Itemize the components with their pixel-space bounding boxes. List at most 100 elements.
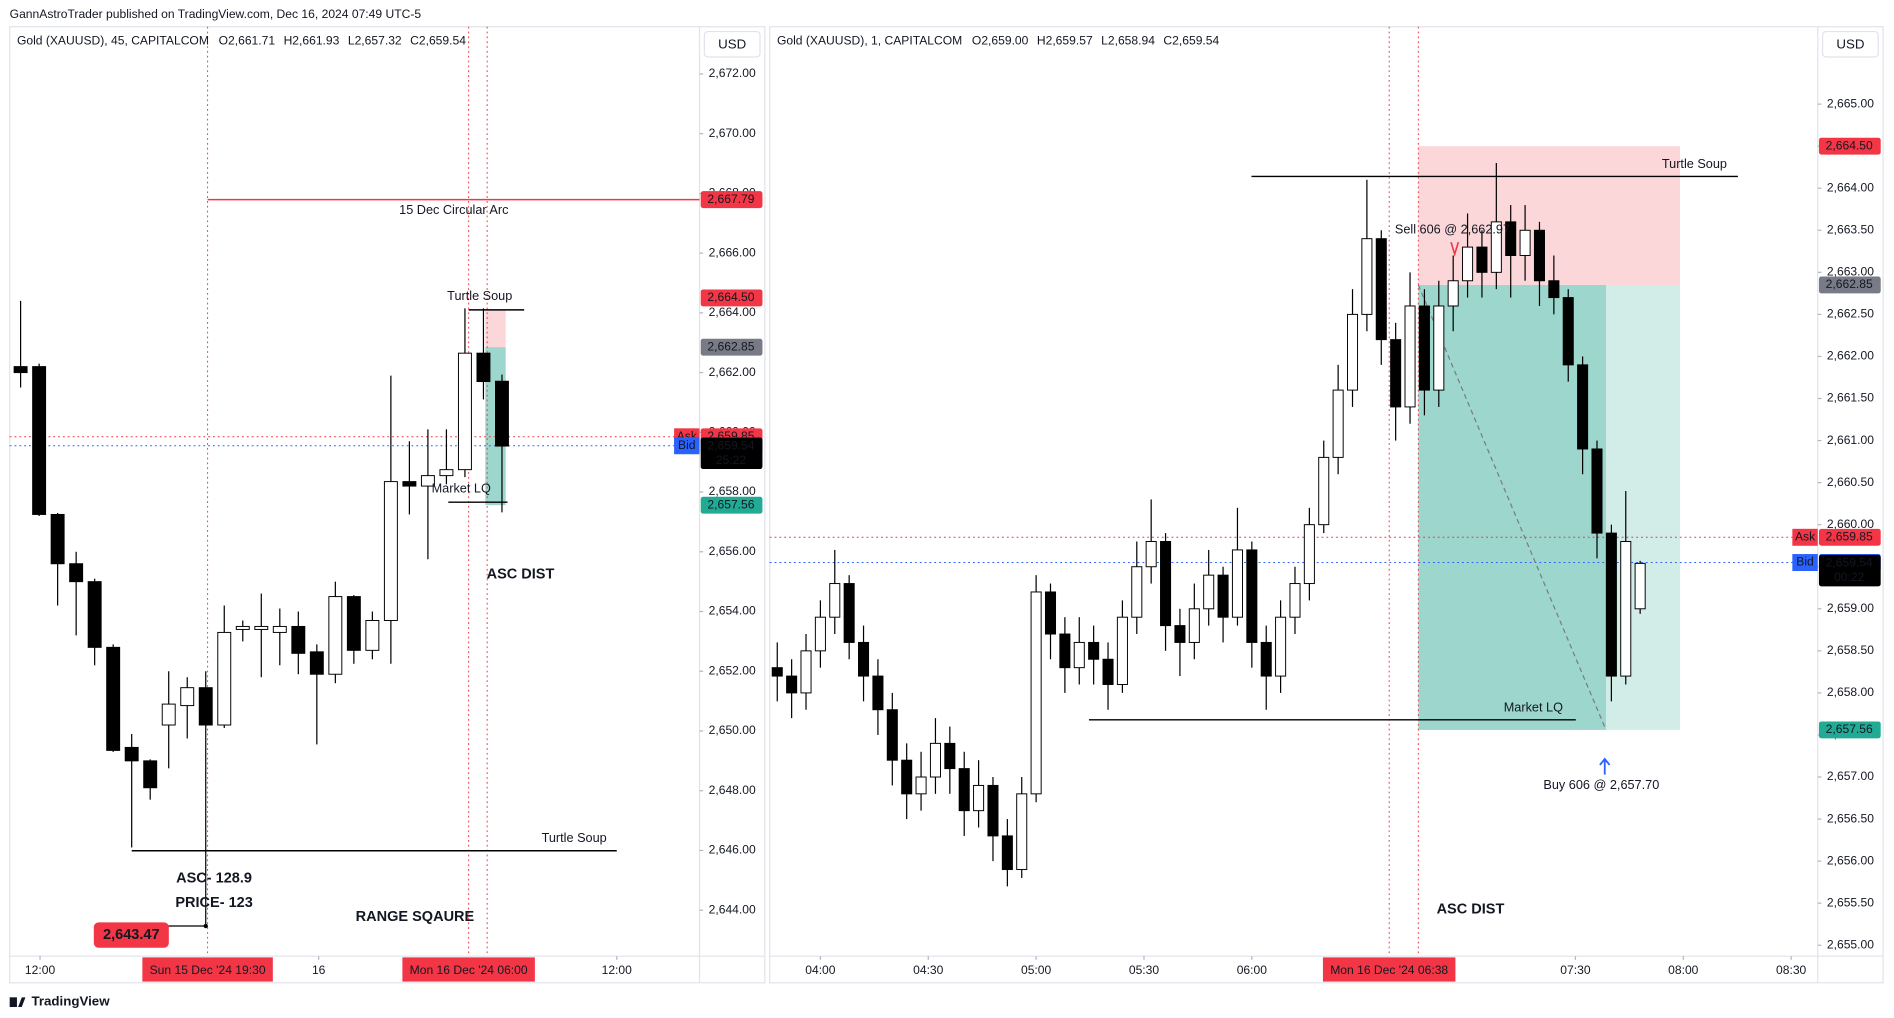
candle-body xyxy=(383,481,398,621)
price-tag-label: 2,657.56 xyxy=(707,497,754,511)
quote-prefix-box xyxy=(1792,528,1818,546)
y-tick-label: 2,658.00 xyxy=(709,484,756,498)
price-tag-label: 2,667.79 xyxy=(707,192,754,206)
y-tick-label: 2,656.50 xyxy=(1827,811,1874,825)
candle-body xyxy=(1375,238,1387,341)
candle-body xyxy=(402,481,417,487)
candle-body xyxy=(13,366,28,374)
y-tick-label: 2,662.50 xyxy=(1827,307,1874,321)
ohlc-value: C2,659.54 xyxy=(1163,33,1219,47)
candle-body xyxy=(161,703,176,726)
candle-body xyxy=(1231,549,1243,618)
candle-body xyxy=(1620,541,1632,677)
candle-body xyxy=(915,776,927,795)
position-zone xyxy=(1605,284,1681,730)
candle-body xyxy=(1289,583,1301,618)
candle-body xyxy=(365,619,380,651)
candle-body xyxy=(1346,313,1359,391)
quote-prefix: Bid xyxy=(1796,555,1813,569)
candle-body xyxy=(420,475,435,487)
time-marker-label: Sun 15 Dec '24 19:30 xyxy=(150,963,266,977)
candle-body xyxy=(958,768,970,812)
y-tick-label: 2,658.00 xyxy=(1827,685,1874,699)
x-tick-label: 04:30 xyxy=(913,963,944,977)
price-tag-label: 2,664.50 xyxy=(1826,138,1873,152)
ohlc-value: O2,659.00 xyxy=(972,33,1029,47)
y-tick-label: 2,646.00 xyxy=(709,843,756,857)
candle-body xyxy=(814,616,826,652)
y-tick-label: 2,661.50 xyxy=(1827,391,1874,405)
price-tag-label: 2,659.85 xyxy=(1826,529,1873,543)
y-tick-label: 2,656.00 xyxy=(1827,853,1874,867)
tv-logo xyxy=(9,997,26,1008)
candle-body xyxy=(1217,574,1229,618)
time-marker-label: Mon 16 Dec '24 06:00 xyxy=(410,963,528,977)
chart-annotation: Market LQ xyxy=(432,481,491,495)
candle-body xyxy=(235,625,250,630)
chart-annotation: ASC DIST xyxy=(1437,902,1505,918)
y-tick-label: 2,662.00 xyxy=(709,365,756,379)
candle-body xyxy=(1246,549,1258,643)
candle-body xyxy=(1088,641,1100,660)
price-tag-label: 2,659.54 xyxy=(707,438,754,452)
y-tick-label: 2,657.00 xyxy=(1827,769,1874,783)
candle-body xyxy=(1059,633,1071,669)
y-tick-label: 2,664.00 xyxy=(709,305,756,319)
position-zone xyxy=(1418,146,1681,285)
candle-body xyxy=(1605,532,1617,677)
candle-body xyxy=(1275,616,1287,677)
price-tag xyxy=(1818,721,1881,739)
currency-label: USD xyxy=(718,36,746,51)
x-tick-label: 16 xyxy=(312,963,326,977)
chart-annotation: RANGE SQAURE xyxy=(356,909,475,925)
x-tick-label: 05:30 xyxy=(1129,963,1160,977)
ohlc-value: C2,659.54 xyxy=(410,33,466,47)
ohlc-value: H2,661.93 xyxy=(284,33,340,47)
price-tag xyxy=(700,289,763,307)
y-tick-label: 2,661.00 xyxy=(1827,433,1874,447)
candle-body xyxy=(1332,389,1344,458)
ohlc-value: O2,661.71 xyxy=(219,33,276,47)
candle-body xyxy=(272,625,287,633)
candle-body xyxy=(180,687,195,707)
candle-body xyxy=(1174,625,1186,643)
price-tag xyxy=(700,338,763,356)
position-zone xyxy=(485,309,506,348)
chart-annotation: Buy 606 @ 2,657.70 xyxy=(1543,778,1659,792)
price-tag xyxy=(700,437,763,470)
candle-body xyxy=(1001,835,1013,871)
chart-annotation: Turtle Soup xyxy=(447,289,512,303)
candle-body xyxy=(1418,305,1430,391)
candle-body xyxy=(1533,229,1545,282)
candle-body xyxy=(973,784,985,812)
time-marker-box xyxy=(142,957,273,982)
y-tick-label: 2,670.00 xyxy=(709,126,756,140)
candle-body xyxy=(1116,616,1128,685)
footer-brand: TradingView xyxy=(31,994,110,1009)
candle-body xyxy=(1044,591,1057,635)
ohlc-value: L2,658.94 xyxy=(1101,33,1155,47)
candle-body xyxy=(69,563,84,583)
candle-body xyxy=(987,784,999,837)
time-marker-label: Mon 16 Dec '24 06:38 xyxy=(1330,963,1448,977)
candle-body xyxy=(198,687,213,726)
chart-panel: 15 Dec Circular Arc Turtle Soup Market LQ A… xyxy=(9,26,766,984)
candle-body xyxy=(1030,591,1042,795)
y-tick-label: 2,654.00 xyxy=(709,604,756,618)
y-tick-label: 2,658.50 xyxy=(1827,643,1874,657)
candle-body xyxy=(786,675,798,694)
chart-annotation: ASC- 128.9 xyxy=(176,870,252,886)
price-tag-label: 2,662.85 xyxy=(707,339,754,353)
symbol-title: Gold (XAUUSD), 1, CAPITALCOM xyxy=(777,33,962,47)
candle-body xyxy=(87,581,102,648)
y-tick-label: 2,665.00 xyxy=(1827,96,1874,110)
candle-body xyxy=(1462,246,1474,282)
currency-label: USD xyxy=(1836,36,1864,51)
candle-body xyxy=(1102,658,1114,685)
y-tick-label: 2,655.50 xyxy=(1827,895,1874,909)
candle-body xyxy=(800,650,812,694)
ohlc-value: H2,659.57 xyxy=(1037,33,1093,47)
candle-body xyxy=(143,760,158,789)
y-tick-label: 2,672.00 xyxy=(709,66,756,80)
